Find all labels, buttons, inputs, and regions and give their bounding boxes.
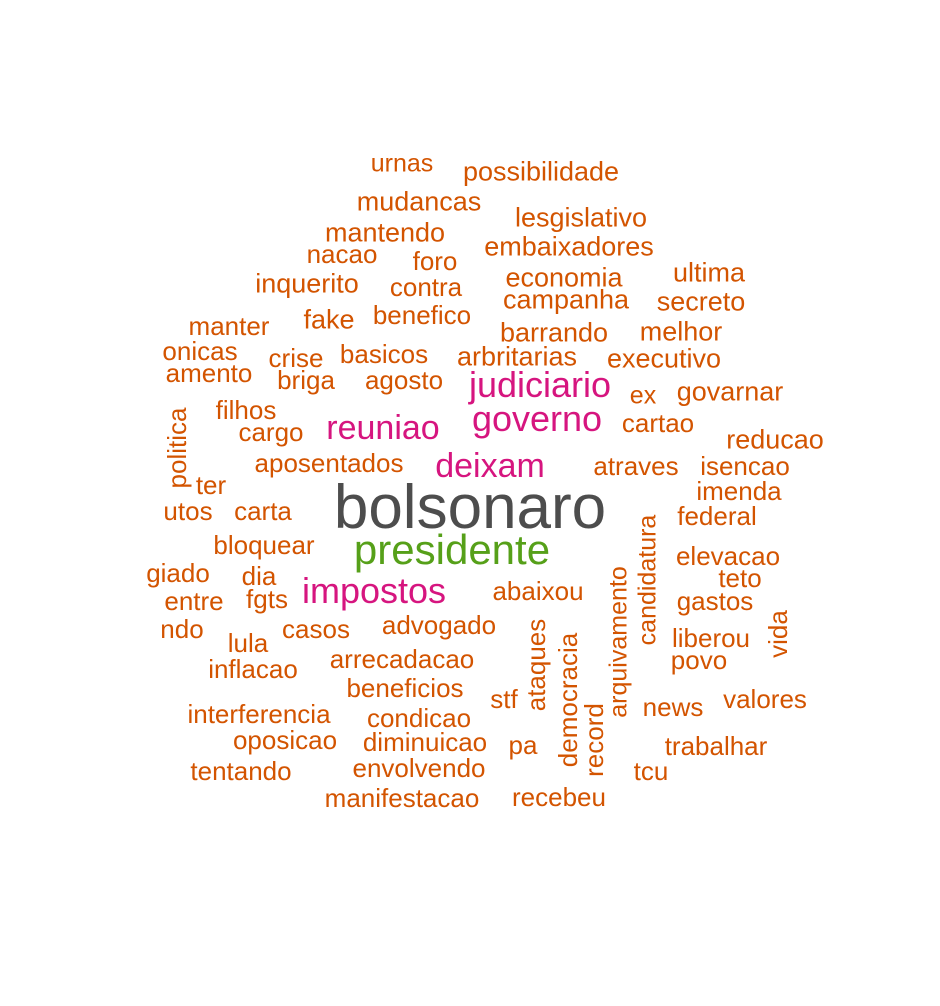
word-filhos: filhos [215,395,277,425]
word-record: record [579,703,609,777]
word-amento: amento [165,358,253,388]
word-campanha: campanha [502,284,630,315]
word-fake: fake [303,304,355,335]
word-democracia: democracia [553,632,583,768]
word-cartao: cartao [621,408,695,438]
word-atraves: atraves [593,451,679,481]
word-contra: contra [389,272,463,302]
word-briga: briga [277,365,335,395]
word-mudancas: mudancas [356,186,482,217]
word-foro: foro [412,246,458,276]
word-advogado: advogado [381,610,497,640]
word-governo: governo [471,398,603,439]
word-isencao: isencao [700,451,790,481]
word-ndo: ndo [160,614,204,644]
word-tentando: tentando [190,756,292,786]
word-lesgislativo: lesgislativo [514,202,648,233]
word-diminuicao: diminuicao [362,727,488,757]
word-elevacao: elevacao [675,541,781,571]
word-candidatura: candidatura [633,514,662,646]
word-urnas: urnas [370,149,434,178]
word-envolvendo: envolvendo [352,753,486,783]
word-teto: teto [718,563,762,593]
word-dia: dia [241,561,277,591]
word-manter: manter [188,311,270,341]
word-melhor: melhor [639,316,723,347]
word-govarnar: govarnar [676,376,784,407]
word-agosto: agosto [364,365,444,395]
word-bolsonaro: bolsonaro [333,473,607,542]
word-entre: entre [164,586,224,616]
word-vida: vida [763,610,793,658]
word-ter: ter [195,470,227,500]
word-utos: utos [163,496,213,526]
word-benefico: benefico [372,300,472,330]
word-aposentados: aposentados [254,448,404,478]
word-giado: giado [146,558,210,588]
word-gastos: gastos [676,586,754,616]
word-ex: ex [629,381,657,410]
word-embaixadores: embaixadores [484,231,654,262]
word-manifestacao: manifestacao [324,783,480,813]
word-crise: crise [268,343,324,373]
word-casos: casos [282,614,350,644]
word-trabalhar: trabalhar [664,731,768,761]
word-ultima: ultima [672,257,746,288]
word-politica: politica [162,407,192,489]
word-deixam: deixam [435,447,545,485]
word-barrando: barrando [499,317,609,348]
word-oposicao: oposicao [232,725,338,755]
word-nacao: nacao [306,239,378,269]
word-presidente: presidente [353,526,551,573]
word-arquivamento: arquivamento [604,566,633,718]
word-bloquear: bloquear [213,530,315,560]
word-abaixou: abaixou [492,576,584,606]
word-inflacao: inflacao [208,654,298,684]
word-possibilidade: possibilidade [462,156,620,187]
word-arrecadacao: arrecadacao [329,644,475,674]
word-condicao: condicao [366,703,472,733]
word-judiciario: judiciario [468,364,612,405]
word-interferencia: interferencia [187,699,331,729]
word-ataques: ataques [521,618,551,712]
word-stf: stf [490,684,518,714]
word-federal: federal [677,501,757,531]
word-secreto: secreto [656,286,746,317]
word-povo: povo [670,645,728,675]
word-beneficios: beneficios [346,673,464,703]
word-news: news [642,692,704,722]
word-lula: lula [227,628,269,658]
word-economia: economia [505,262,623,293]
word-reuniao: reuniao [326,409,440,447]
word-arbritarias: arbritarias [456,341,578,372]
word-inquerito: inquerito [255,268,359,299]
word-cargo: cargo [238,417,304,447]
word-fgts: fgts [246,584,288,614]
word-reducao: reducao [726,424,824,455]
word-tcu: tcu [633,756,669,786]
word-imenda: imenda [696,476,782,506]
word-liberou: liberou [671,623,751,653]
word-impostos: impostos [301,570,447,611]
word-pa: pa [508,730,538,760]
word-carta: carta [234,496,292,526]
word-executivo: executivo [606,343,722,374]
word-onicas: onicas [162,336,238,366]
word-valores: valores [723,684,807,714]
word-recebeu: recebeu [512,782,606,812]
word-mantendo: mantendo [324,217,446,248]
word-basicos: basicos [339,339,429,369]
